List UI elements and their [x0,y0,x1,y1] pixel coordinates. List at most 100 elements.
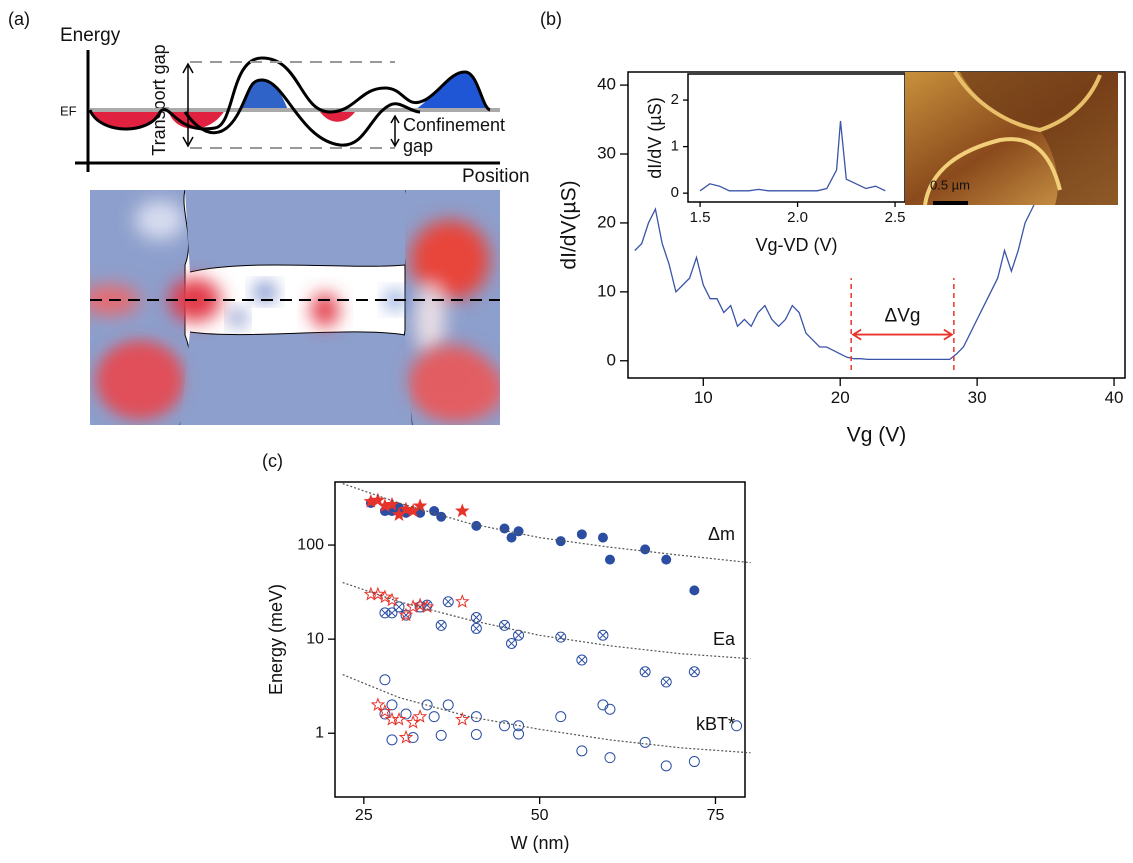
y-tick-label: 1 [315,724,324,741]
axis-label: Position [462,166,530,187]
data-point [555,631,567,643]
annotation: ΔVg [885,306,921,327]
fill-blue [415,72,490,110]
data-point [429,506,440,517]
data-point [688,756,700,768]
x-tick-label: 40 [1105,388,1124,407]
data-point [421,699,433,711]
data-point [400,708,412,720]
gap-label: gap [403,136,433,156]
x-tick-label: 20 [831,388,850,407]
data-point [379,674,391,686]
data-point [455,711,470,726]
data-point [498,720,510,732]
y-axis-label: dI/dV(µS) [558,180,581,269]
panel-label: (c) [262,451,283,471]
band-edge [88,56,491,131]
data-point [513,629,525,641]
x-tick-label: 1.5 [690,209,711,226]
data-point [386,607,398,619]
data-point [513,728,525,740]
x-tick-label: 25 [355,807,373,824]
map-blob [415,285,445,355]
x-tick-label: 30 [968,388,987,407]
x-tick-label: 2.5 [885,209,906,226]
data-point [499,523,510,534]
data-point [470,612,482,623]
x-axis-label: W (nm) [511,833,570,853]
data-point [576,654,588,666]
gap-label: Transport gap [149,44,169,155]
map-blob [311,293,339,327]
data-point [555,711,567,723]
bridge-edge [189,264,406,336]
data-point [731,720,743,732]
scale-bar-label: 0.5 µm [930,177,970,192]
plot-frame [627,71,1126,379]
range-arrow [851,328,954,341]
data-point [470,711,482,723]
data-point [576,529,587,540]
map-blob [135,200,185,240]
data-point [370,492,386,507]
data-point [639,736,651,748]
map-blob [100,345,180,415]
data-point [455,503,470,518]
data-point [391,711,407,726]
fermi-label: EF [60,103,77,118]
axis-label: Energy [60,25,121,46]
y-axis-label: Energy (meV) [266,584,286,695]
afm-ridge [953,70,1102,133]
data-point [604,752,616,764]
y-tick-label: 0 [607,350,616,369]
data-point [436,511,447,522]
data-point [428,711,440,723]
data-point [377,703,393,718]
data-point [597,532,608,543]
fit-line [342,581,751,660]
panel-label: (a) [8,9,30,29]
panel-label: (b) [540,9,562,29]
data-point [597,699,609,711]
x-tick-label: 75 [707,807,725,824]
data-point [498,619,510,631]
data-point [688,666,700,678]
data-point [470,728,482,740]
data-point [689,585,700,596]
y-tick-label: 10 [306,630,324,647]
plot-frame [687,73,906,203]
data-point [639,666,651,678]
data-point [513,720,525,732]
data-point [660,760,672,772]
data-point [370,586,386,601]
fit-line [342,674,751,754]
data-point [435,619,447,631]
y-tick-label: 100 [297,536,324,553]
chart-b-inset: 1.5 2.0 2.5 0 1 2 Vg-VD (V) dI/dV (µS) [645,73,906,255]
data-point [640,544,651,555]
data-point [384,592,400,607]
afm-image: 0.5 µm [905,70,1118,206]
data-point [442,699,454,711]
x-axis-label: Vg-VD (V) [755,235,837,255]
y-axis-label: dI/dV (µS) [645,97,665,178]
plot-frame [334,481,746,798]
data-point [393,601,405,613]
y-tick-label: 30 [597,143,616,162]
data-point [604,703,616,715]
x-tick-label: 50 [531,807,549,824]
data-point [407,732,419,744]
data-point [470,623,482,634]
gap-label: Confinement [403,115,505,135]
fit-line [342,483,751,564]
series-label: kBT* [696,714,735,734]
y-tick-label: 20 [597,212,616,231]
band-edge [183,78,421,147]
data-point [405,599,421,614]
data-point [604,554,615,565]
map-bg [180,190,412,425]
data-point [412,709,428,723]
data-point [398,729,414,744]
map-blob [255,284,275,300]
